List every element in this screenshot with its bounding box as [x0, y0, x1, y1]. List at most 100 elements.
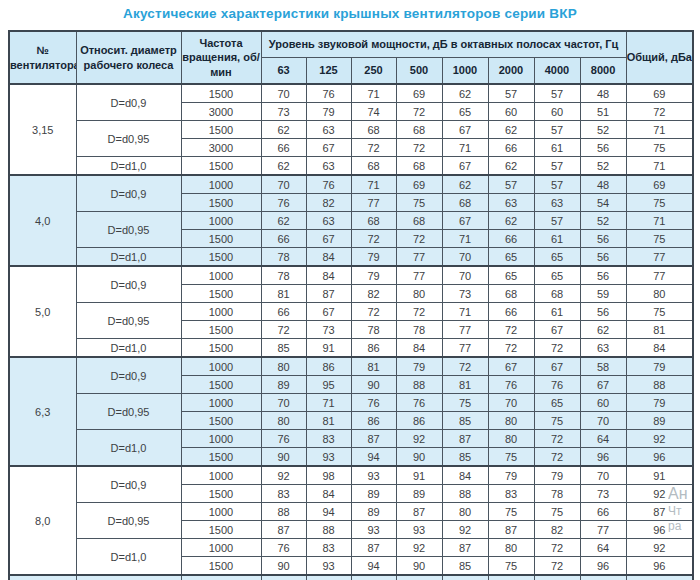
level-cell: 51	[580, 103, 626, 121]
level-cell: 87	[396, 503, 442, 521]
level-cell: 70	[261, 175, 306, 194]
total-cell: 96	[626, 448, 693, 467]
level-cell: 71	[442, 230, 488, 248]
level-cell: 70	[580, 412, 626, 430]
level-cell: 57	[488, 175, 534, 194]
level-cell: 92	[396, 539, 442, 557]
level-cell: 48	[580, 84, 626, 103]
level-cell: 81	[306, 412, 351, 430]
level-cell: 62	[488, 157, 534, 176]
level-cell: 82	[306, 194, 351, 212]
level-cell: 52	[580, 157, 626, 176]
diameter-cell: D=d0,95	[76, 303, 181, 339]
level-cell: 72	[351, 303, 396, 321]
header-octave-bands: Уровень звуковой мощности, дБ в октавных…	[261, 31, 626, 58]
level-cell: 66	[261, 230, 306, 248]
level-cell: 83	[261, 485, 306, 503]
level-cell: 87	[351, 539, 396, 557]
level-cell: 84	[396, 339, 442, 358]
rpm-cell: 1000	[181, 303, 261, 321]
rpm-cell: 1500	[181, 121, 261, 139]
level-cell: 66	[488, 139, 534, 157]
level-cell: 90	[396, 448, 442, 467]
level-cell: 81	[442, 376, 488, 394]
level-cell: 80	[488, 412, 534, 430]
level-cell: 76	[261, 430, 306, 448]
level-cell: 76	[488, 376, 534, 394]
total-cell: 91	[626, 466, 693, 485]
fan-cell: 5,0	[9, 266, 76, 357]
diameter-cell: D=d1,0	[76, 157, 181, 176]
level-cell: 90	[396, 557, 442, 576]
level-cell: 82	[351, 285, 396, 303]
level-cell: 74	[351, 103, 396, 121]
level-cell: 75	[442, 394, 488, 412]
level-cell: 67	[442, 212, 488, 230]
level-cell: 98	[306, 466, 351, 485]
diameter-cell: D=d0,9	[76, 84, 181, 121]
level-cell: 79	[534, 466, 580, 485]
header-freq-2000: 2000	[488, 58, 534, 85]
level-cell: 63	[306, 121, 351, 139]
level-cell: 56	[580, 230, 626, 248]
table-row: 6,3D=d0,91000808681797267675879	[9, 357, 693, 376]
level-cell: 63	[580, 339, 626, 358]
total-cell: 81	[626, 321, 693, 339]
fan-cell: 3,15	[9, 84, 76, 175]
empty-cell	[442, 575, 488, 580]
rpm-cell: 1000	[181, 357, 261, 376]
level-cell: 61	[534, 303, 580, 321]
empty-cell	[9, 575, 76, 580]
level-cell: 75	[488, 448, 534, 467]
table-row: D=d0,951000626368686762575271	[9, 212, 693, 230]
level-cell: 87	[488, 521, 534, 539]
level-cell: 68	[396, 121, 442, 139]
rpm-cell: 1500	[181, 376, 261, 394]
level-cell: 68	[442, 194, 488, 212]
level-cell: 92	[396, 430, 442, 448]
level-cell: 72	[351, 139, 396, 157]
total-cell: 71	[626, 157, 693, 176]
diameter-cell: D=d0,9	[76, 266, 181, 303]
level-cell: 91	[306, 339, 351, 358]
level-cell: 52	[580, 121, 626, 139]
acoustic-characteristics-table: № вентилятора Относит. диаметр рабочего …	[8, 30, 694, 580]
level-cell: 93	[306, 557, 351, 576]
level-cell: 76	[306, 175, 351, 194]
level-cell: 56	[580, 266, 626, 285]
level-cell: 94	[351, 557, 396, 576]
table-row-partial	[9, 575, 693, 580]
level-cell: 71	[351, 84, 396, 103]
empty-cell	[626, 575, 693, 580]
level-cell: 87	[442, 539, 488, 557]
level-cell: 67	[442, 121, 488, 139]
level-cell: 63	[306, 212, 351, 230]
total-cell: 72	[626, 103, 693, 121]
level-cell: 70	[442, 266, 488, 285]
diameter-cell: D=d0,95	[76, 503, 181, 539]
header-rotation-speed: Частота вращения, об/мин	[181, 31, 261, 84]
level-cell: 79	[351, 248, 396, 267]
table-row: D=d0,951000666772727166615675	[9, 303, 693, 321]
level-cell: 71	[442, 303, 488, 321]
fan-cell: 8,0	[9, 466, 76, 575]
level-cell: 61	[534, 230, 580, 248]
level-cell: 80	[261, 357, 306, 376]
level-cell: 86	[396, 412, 442, 430]
header-freq-500: 500	[396, 58, 442, 85]
rpm-cell: 1000	[181, 430, 261, 448]
level-cell: 77	[351, 194, 396, 212]
rpm-cell: 1500	[181, 157, 261, 176]
total-cell: 92	[626, 539, 693, 557]
rpm-cell: 1000	[181, 212, 261, 230]
table-row: 5,0D=d0,91000788479777065655677	[9, 266, 693, 285]
level-cell: 65	[442, 103, 488, 121]
level-cell: 60	[488, 103, 534, 121]
rpm-cell: 1500	[181, 84, 261, 103]
level-cell: 80	[488, 539, 534, 557]
level-cell: 56	[580, 303, 626, 321]
level-cell: 72	[396, 139, 442, 157]
level-cell: 76	[261, 539, 306, 557]
table-row: 4,0D=d0,91000707671696257574869	[9, 175, 693, 194]
level-cell: 78	[351, 321, 396, 339]
